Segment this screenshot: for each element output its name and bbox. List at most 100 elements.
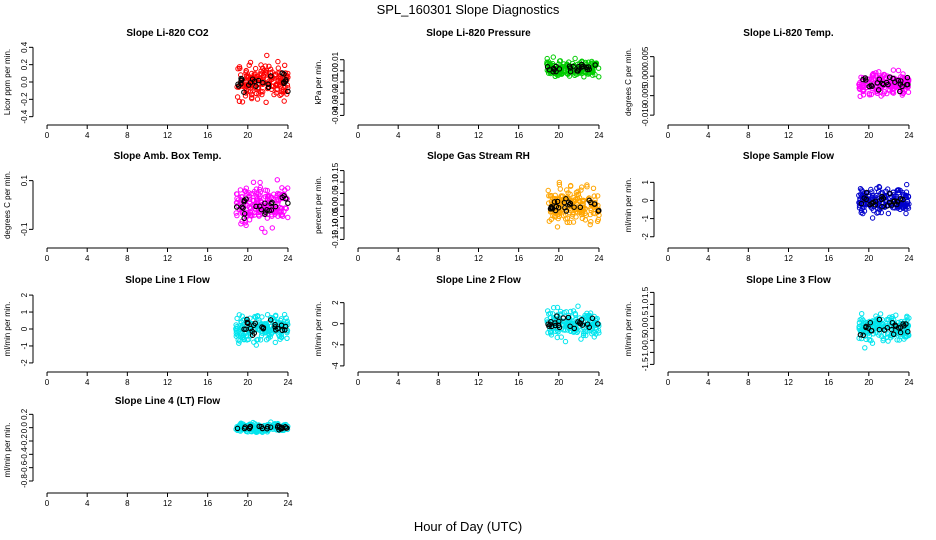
data-point <box>252 421 258 427</box>
data-point <box>253 422 259 428</box>
data-point <box>568 328 574 334</box>
data-point-black <box>570 63 576 70</box>
y-tick-label: -0.4 <box>20 447 29 461</box>
data-point <box>896 187 902 193</box>
data-point <box>903 210 909 217</box>
data-point-black <box>244 319 251 326</box>
x-tick-label: 24 <box>905 254 914 263</box>
data-point-black <box>888 326 895 333</box>
y-tick-label: -2 <box>20 359 29 367</box>
data-point-black <box>251 330 258 336</box>
x-tick-label: 0 <box>45 378 50 387</box>
panel-title: Slope Line 1 Flow <box>125 275 210 286</box>
data-point <box>268 419 274 425</box>
data-point <box>582 217 589 223</box>
y-axis-label: degrees C per min. <box>3 171 12 239</box>
y-axis-label: percent per min. <box>314 176 323 234</box>
x-tick-label: 20 <box>243 499 252 508</box>
data-point <box>584 182 590 188</box>
data-point <box>572 198 578 204</box>
data-point <box>545 187 551 194</box>
data-point-black <box>550 68 556 75</box>
data-point <box>238 421 244 427</box>
data-point <box>281 98 287 104</box>
data-point <box>568 182 574 189</box>
data-point <box>254 96 261 102</box>
data-point-black <box>566 63 573 69</box>
data-point <box>857 186 864 192</box>
data-point <box>564 187 570 193</box>
data-point-black <box>875 87 882 93</box>
x-tick-label: 20 <box>243 378 252 387</box>
data-point <box>876 69 882 75</box>
data-point <box>244 74 250 80</box>
x-tick-label: 12 <box>784 254 793 263</box>
panel-title: Slope Amb. Box Temp. <box>114 151 222 162</box>
data-point <box>252 313 258 320</box>
y-tick-label: -2 <box>641 233 650 241</box>
y-tick-label: -1.5 <box>641 357 650 371</box>
data-point-black <box>548 205 555 211</box>
data-point <box>554 304 561 311</box>
data-point <box>880 337 886 344</box>
y-tick-label: 0 <box>331 321 340 326</box>
data-point <box>876 330 882 336</box>
data-point-black <box>267 317 274 323</box>
data-point <box>591 204 597 211</box>
data-point <box>551 305 557 311</box>
data-point <box>860 92 867 98</box>
x-tick-label: 8 <box>125 499 130 508</box>
y-tick-label: -0.6 <box>20 460 29 474</box>
data-point-black <box>265 84 272 91</box>
data-point <box>555 329 561 335</box>
data-point <box>266 78 272 84</box>
data-point <box>885 210 892 217</box>
data-point-black <box>555 204 562 211</box>
data-point-black <box>236 83 242 89</box>
data-point-black <box>585 64 592 70</box>
data-point <box>563 216 569 222</box>
data-point <box>259 91 265 98</box>
data-point-black <box>903 321 909 327</box>
panel-title: Slope Li-820 Temp. <box>743 28 834 39</box>
data-point-black <box>863 196 869 203</box>
data-point-black <box>279 327 286 334</box>
x-tick-label: 8 <box>746 254 751 263</box>
panel: Slope Gas Stream RH 0 4 8 12 16 20 24 -0.15-0.10… <box>314 151 604 263</box>
data-point <box>233 333 240 339</box>
data-point-black <box>565 314 572 321</box>
data-point-black <box>897 81 904 87</box>
x-tick-label: 0 <box>356 254 361 263</box>
panel: Slope Line 2 Flow 0 4 8 12 16 20 24 -4 -2 0 2 ml/min… <box>314 275 604 387</box>
y-tick-label: -0.2 <box>20 92 29 106</box>
data-point <box>272 71 278 78</box>
data-point <box>591 193 597 199</box>
x-tick-label: 8 <box>436 378 441 387</box>
data-point <box>544 55 550 62</box>
x-tick-label: 24 <box>595 378 604 387</box>
data-point-black <box>255 77 262 84</box>
data-point-black <box>563 196 569 202</box>
data-point <box>235 66 241 72</box>
y-tick-label: 0.15 <box>331 162 340 178</box>
data-point-black <box>904 74 911 81</box>
data-point-black <box>262 200 268 207</box>
data-point <box>233 330 240 337</box>
data-point-black <box>592 62 598 68</box>
data-point <box>253 196 260 203</box>
data-point <box>904 198 911 205</box>
x-tick-label: 8 <box>125 131 130 140</box>
data-point-black <box>863 189 870 196</box>
data-point-black <box>285 88 291 95</box>
x-tick-label: 0 <box>666 378 671 387</box>
y-tick-label: 0.4 <box>20 41 29 53</box>
data-point <box>262 63 269 69</box>
x-tick-label: 4 <box>85 131 90 140</box>
y-axis-label: ml/min per min. <box>624 302 633 357</box>
data-point <box>233 210 239 216</box>
data-point <box>273 312 279 318</box>
data-point <box>557 186 563 192</box>
x-tick-label: 24 <box>905 131 914 140</box>
y-tick-label: -0.15 <box>331 230 340 249</box>
data-point <box>595 193 601 199</box>
